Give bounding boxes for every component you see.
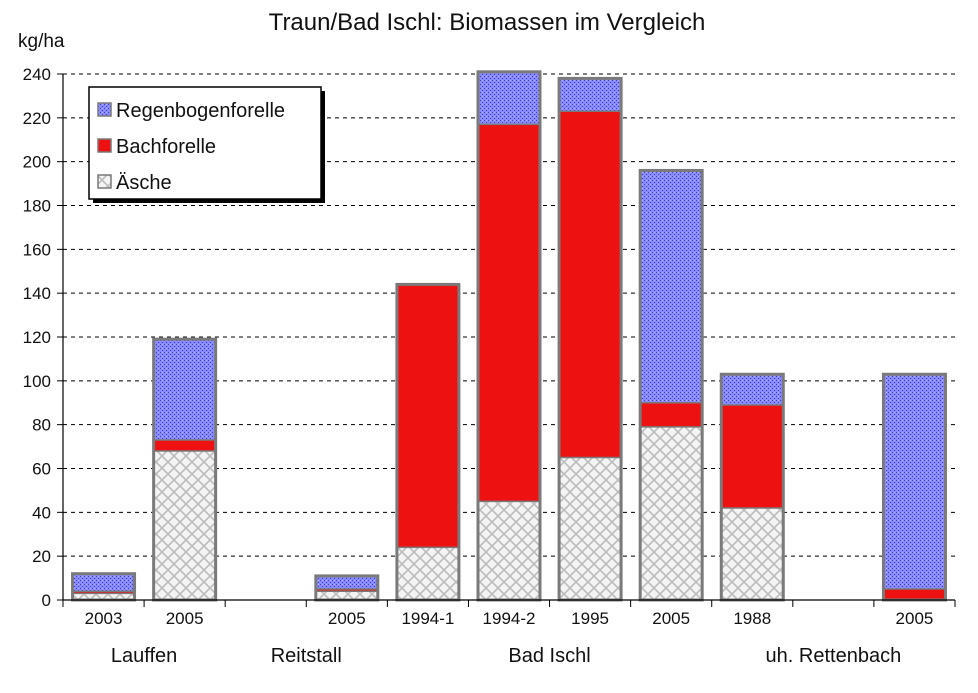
y-tick-label: 220: [23, 109, 51, 128]
legend-label: Regenbogenforelle: [116, 100, 285, 122]
y-tick-label: 160: [23, 240, 51, 259]
legend-label: Äsche: [116, 172, 172, 194]
y-tick-label: 40: [32, 503, 51, 522]
bar-segment-bachforelle: [640, 402, 703, 427]
x-category-label: 2005: [652, 609, 690, 628]
y-tick-label: 180: [23, 197, 51, 216]
bar-segment-bachforelle: [559, 111, 622, 458]
bar-segment-bachforelle: [721, 404, 784, 508]
bar-segment-bachforelle: [153, 440, 216, 451]
y-axis-label: kg/ha: [18, 31, 65, 52]
x-category-label: 1995: [571, 609, 609, 628]
x-group-label: Bad Ischl: [508, 645, 590, 667]
bar-segment-regenbogenforelle: [315, 575, 378, 590]
x-category-label: 2005: [166, 609, 204, 628]
bar-segment-regenbogenforelle: [478, 71, 540, 125]
x-category-label: 2003: [85, 609, 123, 628]
bar-segment--sche: [396, 547, 459, 600]
y-tick-label: 0: [42, 591, 51, 610]
legend-swatch: [97, 102, 112, 117]
bar-segment-bachforelle: [396, 284, 459, 548]
y-tick-label: 240: [23, 65, 51, 84]
y-tick-label: 60: [32, 460, 51, 479]
bar-segment-bachforelle: [883, 589, 946, 600]
bar-segment-regenbogenforelle: [153, 339, 216, 441]
x-category-label: 1994-1: [401, 609, 454, 628]
x-category-label: 2005: [896, 609, 934, 628]
legend-swatch: [97, 138, 112, 153]
x-group-label: Reitstall: [271, 645, 342, 667]
y-tick-label: 120: [23, 328, 51, 347]
legend-box: [88, 86, 322, 200]
axes: [57, 73, 956, 607]
bar-segment--sche: [721, 507, 784, 600]
x-group-labels: Lauffen Reitstall Bad Ischl uh. Rettenbach: [111, 645, 901, 667]
bar-segment--sche: [559, 457, 622, 600]
bar-segment--sche: [478, 501, 540, 600]
legend: Regenbogenforelle Bachforelle Äsche: [88, 86, 325, 203]
x-category-label: 2005: [328, 609, 366, 628]
bar-segment-bachforelle: [72, 591, 135, 594]
y-tick-label: 20: [32, 547, 51, 566]
y-tick-label: 140: [23, 284, 51, 303]
legend-label: Bachforelle: [116, 136, 216, 158]
chart-title: Traun/Bad Ischl: Biomassen im Vergleich: [269, 9, 706, 36]
x-category-labels: 2003 2005 2005 1994-1 1994-2 1995 2005 1988 2005: [85, 609, 934, 628]
bar-stacks: [71, 70, 947, 602]
y-tick-label: 200: [23, 153, 51, 172]
y-tick-labels: 0 20 40 60 80 100 120 140 160 180 200 220 240: [23, 65, 51, 610]
bar-segment--sche: [315, 591, 378, 600]
bar-segment-regenbogenforelle: [72, 573, 135, 592]
bar-segment-regenbogenforelle: [559, 78, 622, 112]
x-group-label: uh. Rettenbach: [766, 645, 902, 667]
y-tick-label: 80: [32, 416, 51, 435]
x-group-label: Lauffen: [111, 645, 177, 667]
x-category-label: 1988: [733, 609, 771, 628]
bar-segment-bachforelle: [315, 589, 378, 592]
legend-swatch: [97, 174, 112, 189]
bar-segment-regenbogenforelle: [640, 170, 703, 403]
bar-segment--sche: [153, 450, 216, 600]
bar-segment--sche: [72, 593, 135, 600]
y-tick-label: 100: [23, 372, 51, 391]
x-category-label: 1994-2: [483, 609, 536, 628]
bar-segment-regenbogenforelle: [883, 374, 946, 590]
bar-segment--sche: [640, 426, 703, 600]
bar-segment-bachforelle: [478, 124, 540, 502]
bar-segment-regenbogenforelle: [721, 374, 784, 405]
